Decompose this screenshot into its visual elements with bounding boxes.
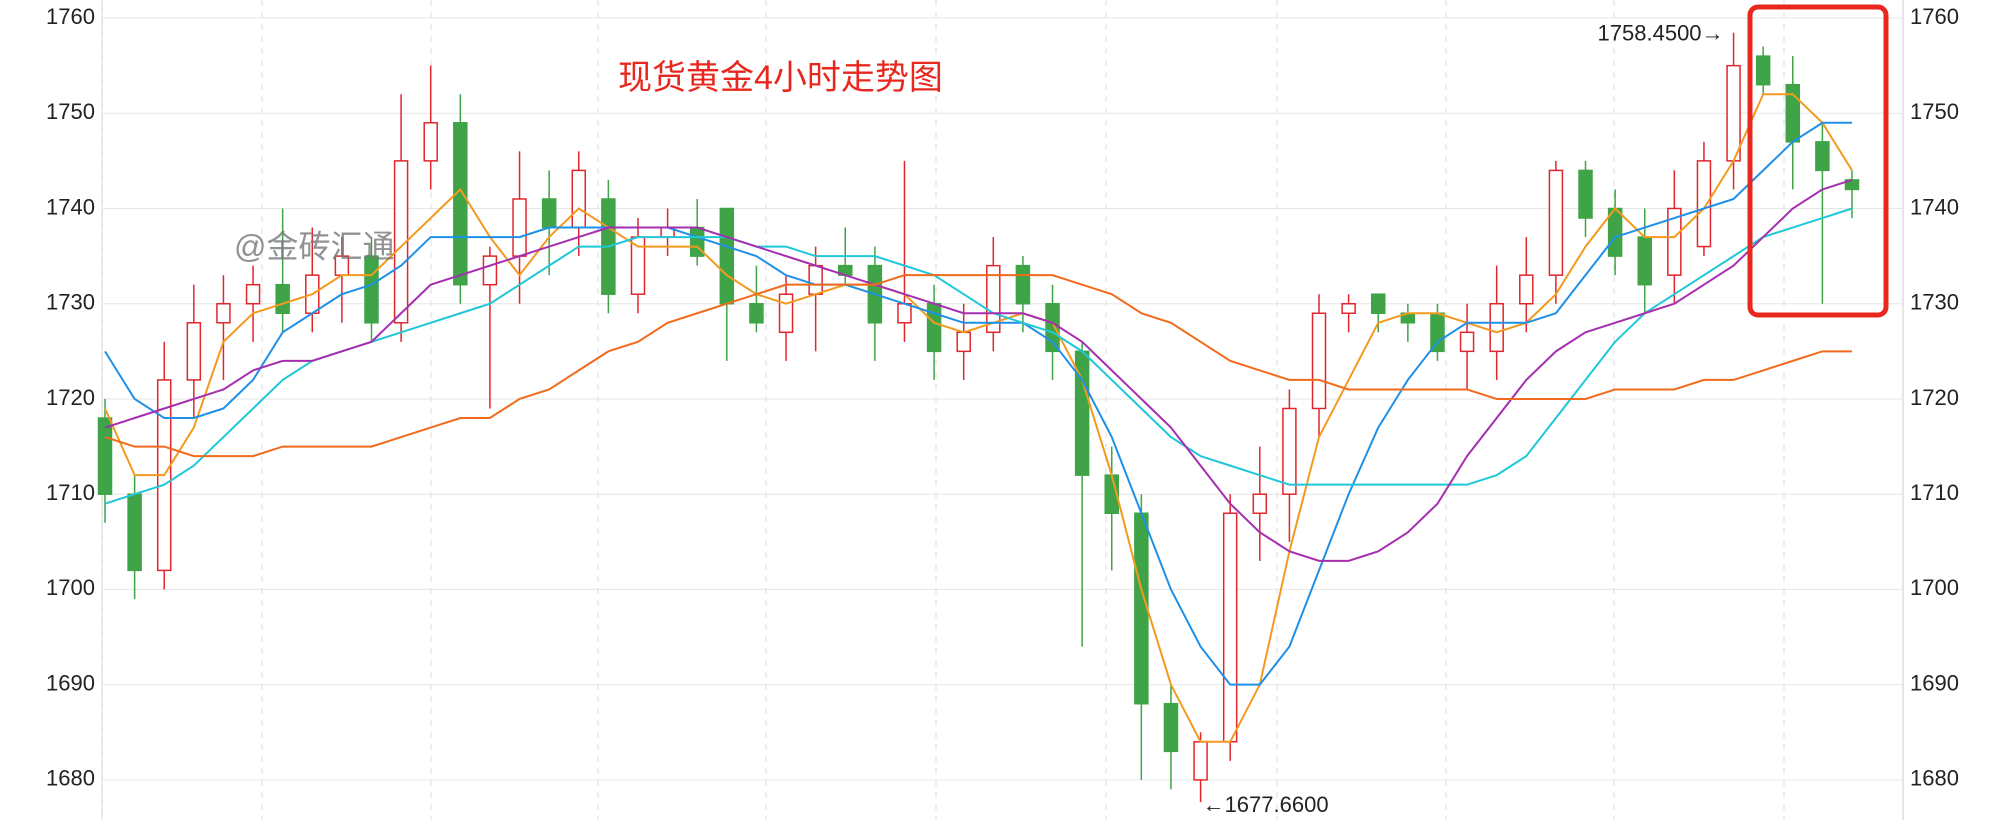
candle-body	[541, 198, 557, 229]
candle-body	[808, 264, 823, 295]
y-tick-label-right: 1760	[1910, 4, 1959, 29]
candle-body	[97, 417, 113, 495]
candle-body	[897, 302, 912, 324]
candle-body	[1726, 64, 1741, 162]
candle-body	[1282, 407, 1297, 495]
y-tick-label: 1750	[46, 99, 95, 124]
candle-body	[1430, 312, 1445, 353]
candle-body	[482, 255, 498, 286]
candle-body	[512, 198, 527, 257]
watermark: @金砖汇通	[234, 228, 395, 264]
candle-body	[1015, 264, 1031, 305]
candle-body	[364, 255, 379, 324]
annotation: 1758.4500→	[1598, 21, 1724, 46]
candle-body	[1519, 274, 1534, 305]
candle-body	[423, 122, 438, 162]
moving-average	[104, 121, 1852, 686]
candle-body	[1193, 741, 1208, 781]
y-tick-label: 1710	[46, 480, 95, 505]
moving-average	[104, 93, 1853, 743]
annotation: ←1677.6600	[1203, 792, 1329, 817]
candle-body	[1252, 493, 1268, 514]
y-tick-label: 1730	[46, 290, 95, 315]
candle-body	[245, 283, 261, 305]
moving-average	[104, 274, 1852, 458]
y-tick-label-right: 1680	[1910, 766, 1959, 791]
candle-body	[186, 322, 202, 381]
candle-body	[778, 293, 794, 334]
candle-body	[1637, 236, 1652, 286]
moving-average	[104, 178, 1853, 562]
candle-body	[275, 283, 290, 315]
moving-average	[104, 207, 1853, 505]
y-tick-label-right: 1720	[1910, 385, 1959, 410]
candle-body	[216, 302, 231, 324]
candle-body	[1341, 302, 1356, 315]
plot	[97, 17, 1903, 803]
chart-title: 现货黄金4小时走势图	[618, 59, 943, 97]
candle-body	[1370, 293, 1386, 315]
y-tick-label: 1740	[46, 194, 95, 219]
candle-body	[453, 122, 468, 286]
candle-body	[1667, 207, 1682, 276]
y-tick-label: 1720	[46, 385, 95, 410]
date-grid	[101, 0, 1785, 820]
candle-body	[719, 207, 735, 305]
y-tick-label: 1700	[46, 575, 95, 600]
candle-body	[127, 493, 142, 572]
candle-body	[1163, 702, 1179, 753]
candle-body	[393, 160, 409, 324]
candle-body	[749, 302, 764, 324]
candle-body	[956, 331, 971, 353]
y-tick-label-right: 1700	[1910, 575, 1959, 600]
candle-body	[1755, 55, 1771, 86]
y-tick-label: 1760	[46, 4, 95, 29]
y-tick-label-right: 1710	[1910, 480, 1959, 505]
candle-body	[1489, 302, 1504, 353]
candle-body	[1134, 512, 1149, 705]
y-tick-label: 1690	[46, 670, 95, 695]
candle-body	[1696, 160, 1712, 248]
y-tick-label-right: 1690	[1910, 670, 1959, 695]
candle-body	[1045, 302, 1060, 353]
highlight-box	[1747, 4, 1889, 318]
y-tick-label-right: 1740	[1910, 194, 1959, 219]
candle-body	[1548, 169, 1564, 276]
candle-body	[1222, 512, 1238, 743]
candle-body	[986, 264, 1001, 334]
candle-body	[1815, 141, 1830, 172]
candle-body	[1311, 312, 1327, 410]
candle-body	[1578, 169, 1593, 219]
candle-body	[1459, 331, 1475, 353]
candle-body	[571, 169, 587, 229]
y-tick-label: 1680	[46, 766, 95, 791]
y-tick-label-right: 1730	[1910, 290, 1959, 315]
y-tick-label-right: 1750	[1910, 99, 1959, 124]
